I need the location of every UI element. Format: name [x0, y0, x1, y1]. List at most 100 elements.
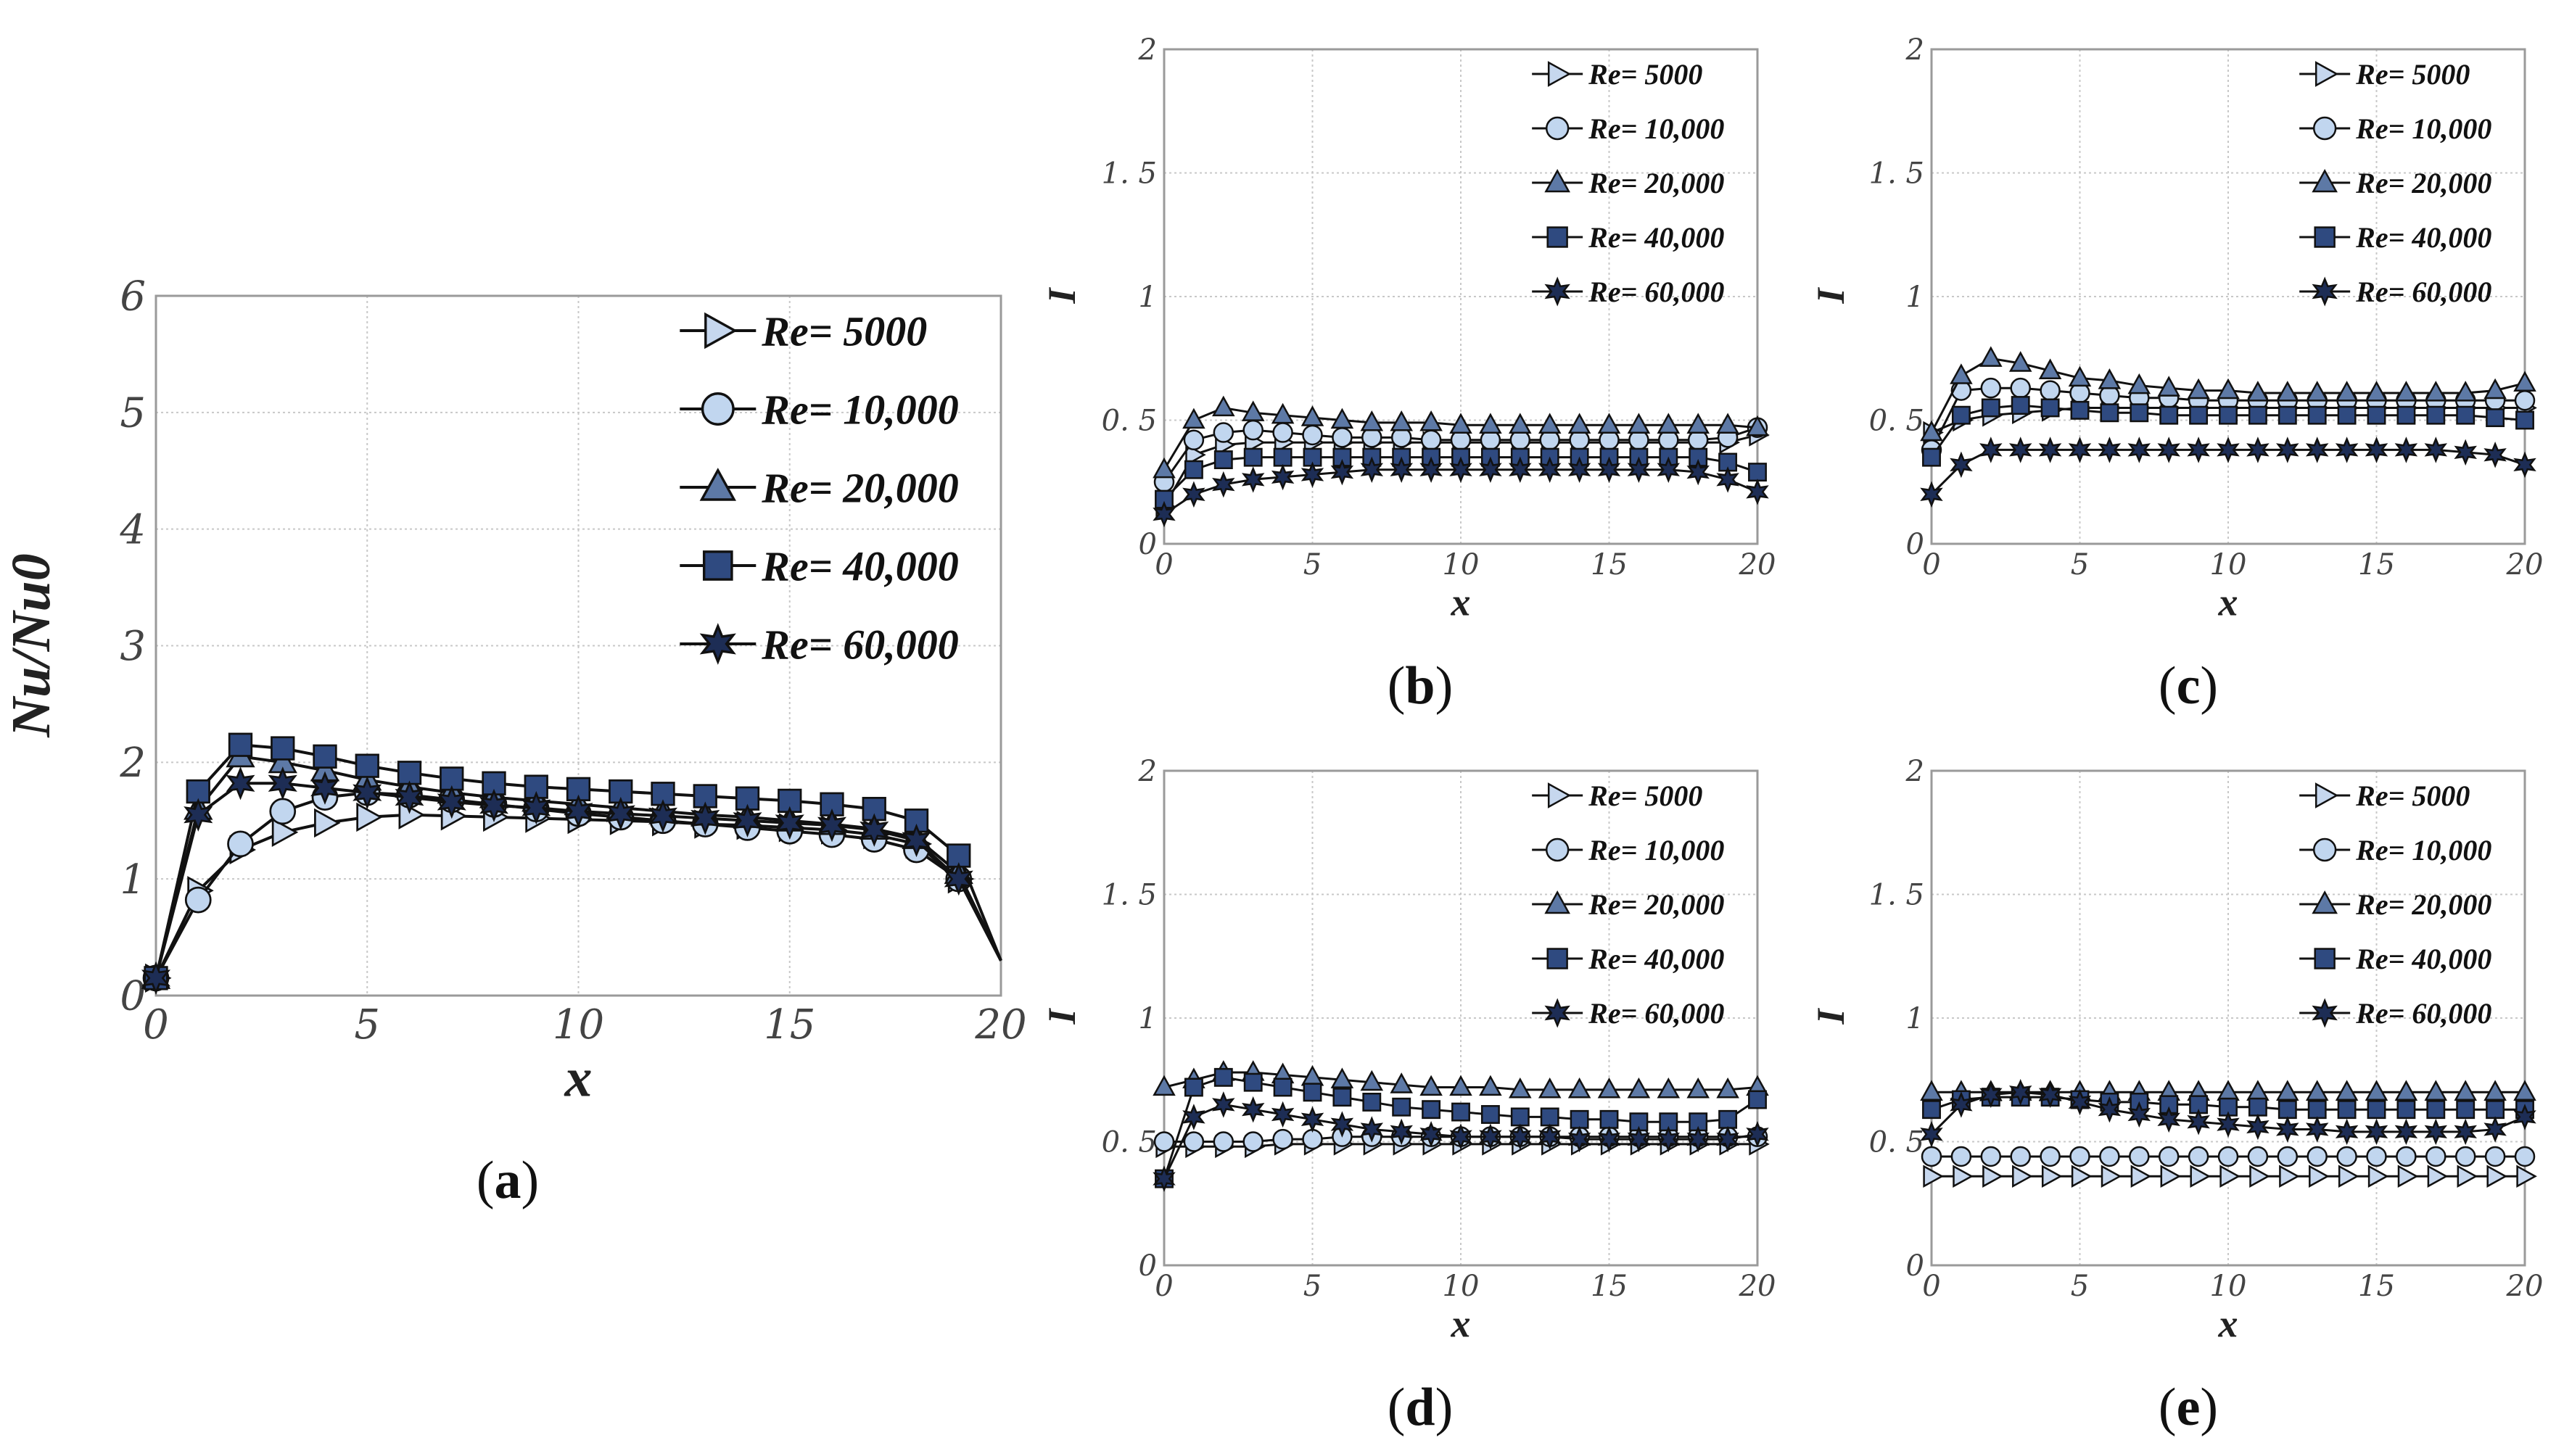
y-tick-label: 0	[1139, 1249, 1157, 1283]
data-point	[1184, 1077, 1203, 1097]
data-point	[1982, 1165, 2003, 1188]
legend-label: Re= 20,000	[761, 464, 958, 511]
data-point	[1718, 1109, 1738, 1129]
data-point	[1953, 1165, 1974, 1188]
data-point	[2454, 1118, 2477, 1146]
data-point	[1300, 461, 1324, 488]
legend-label: Re= 40,000	[761, 542, 958, 590]
data-point	[2127, 373, 2151, 394]
data-point	[1153, 1165, 1176, 1192]
x-tick-label: 20	[2506, 1270, 2544, 1303]
data-point	[2396, 1100, 2416, 1120]
data-point	[1272, 1128, 1293, 1150]
y-axis-label: I	[1040, 1008, 1084, 1025]
data-point	[2483, 1080, 2507, 1101]
x-tick-label: 20	[1739, 1270, 1776, 1303]
data-point	[1243, 1072, 1263, 1092]
legend-marker	[1544, 276, 1570, 307]
legend-label: Re= 40,000	[2355, 221, 2491, 254]
data-point	[1627, 1077, 1651, 1099]
x-tick-label: 10	[2210, 548, 2247, 582]
data-point	[1657, 1077, 1681, 1099]
data-point	[2098, 437, 2122, 463]
data-point	[1153, 1075, 1176, 1096]
data-point	[1567, 456, 1591, 484]
data-point	[1330, 458, 1354, 486]
data-point	[2098, 1096, 2122, 1123]
data-point	[1686, 458, 1710, 486]
x-tick-label: 5	[2071, 1270, 2089, 1303]
legend-label: Re= 20,000	[1588, 167, 1724, 199]
legend-label: Re= 5000	[1588, 779, 1702, 812]
data-point	[1242, 1131, 1264, 1152]
data-point	[1303, 1083, 1322, 1102]
data-point	[2246, 1113, 2270, 1141]
data-point	[1360, 1070, 1384, 1091]
data-point	[2454, 439, 2477, 466]
legend-label: Re= 60,000	[761, 621, 958, 668]
legend-marker	[2312, 998, 2338, 1028]
data-point	[2249, 1165, 2270, 1188]
data-point	[1241, 1096, 1265, 1123]
data-point	[313, 744, 337, 769]
data-point	[1213, 1131, 1234, 1152]
data-point	[1390, 1072, 1413, 1093]
data-point	[2219, 1165, 2241, 1188]
data-point	[2011, 396, 2030, 415]
data-point	[691, 801, 720, 835]
data-point	[479, 788, 508, 822]
data-point	[1538, 413, 1562, 434]
data-point	[2158, 1146, 2180, 1167]
y-tick-label: 2	[1905, 33, 1924, 67]
series-3	[1153, 395, 1769, 479]
legend-marker	[1545, 116, 1570, 141]
data-point	[606, 796, 635, 831]
data-point	[1360, 1116, 1384, 1143]
data-point	[2365, 1118, 2388, 1146]
data-point	[269, 798, 297, 825]
data-point	[1213, 422, 1234, 443]
data-point	[1748, 463, 1767, 482]
data-point	[2305, 437, 2329, 463]
data-point	[1300, 1106, 1324, 1133]
x-axis-label: x	[564, 1048, 593, 1109]
legend-marker	[1544, 998, 1570, 1028]
data-point	[522, 790, 551, 825]
data-point	[1567, 1125, 1591, 1153]
data-point	[1419, 1075, 1443, 1096]
data-point	[817, 808, 847, 843]
series-5	[1920, 1078, 2536, 1148]
x-tick-label: 0	[1922, 1270, 1940, 1303]
x-tick-label: 10	[1443, 1270, 1480, 1303]
data-point	[2394, 381, 2418, 402]
data-point	[1981, 398, 2000, 418]
data-point	[860, 813, 889, 847]
series-5	[141, 766, 1002, 995]
x-axis-label: x	[2218, 581, 2238, 624]
y-tick-label: 0	[120, 973, 146, 1020]
data-point	[1950, 451, 1973, 479]
y-tick-label: 0	[1906, 528, 1924, 561]
data-point	[2454, 1080, 2477, 1101]
data-point	[2247, 1146, 2269, 1167]
y-axis-label: I	[1809, 1008, 1852, 1025]
data-point	[271, 817, 299, 847]
data-point	[2129, 1146, 2150, 1167]
x-tick-label: 15	[764, 1001, 815, 1048]
data-point	[1153, 500, 1176, 528]
data-point	[2101, 1165, 2122, 1188]
data-point	[1510, 1107, 1530, 1127]
data-point	[1567, 1077, 1591, 1099]
data-point	[2100, 403, 2119, 423]
data-point	[1302, 424, 1323, 446]
data-point	[2486, 1100, 2505, 1120]
data-point	[2514, 389, 2536, 411]
y-tick-label: 1. 5	[1869, 157, 1924, 191]
data-point	[2217, 437, 2240, 463]
data-point	[1241, 400, 1265, 421]
data-point	[1271, 402, 1295, 424]
data-point	[2188, 1146, 2209, 1167]
